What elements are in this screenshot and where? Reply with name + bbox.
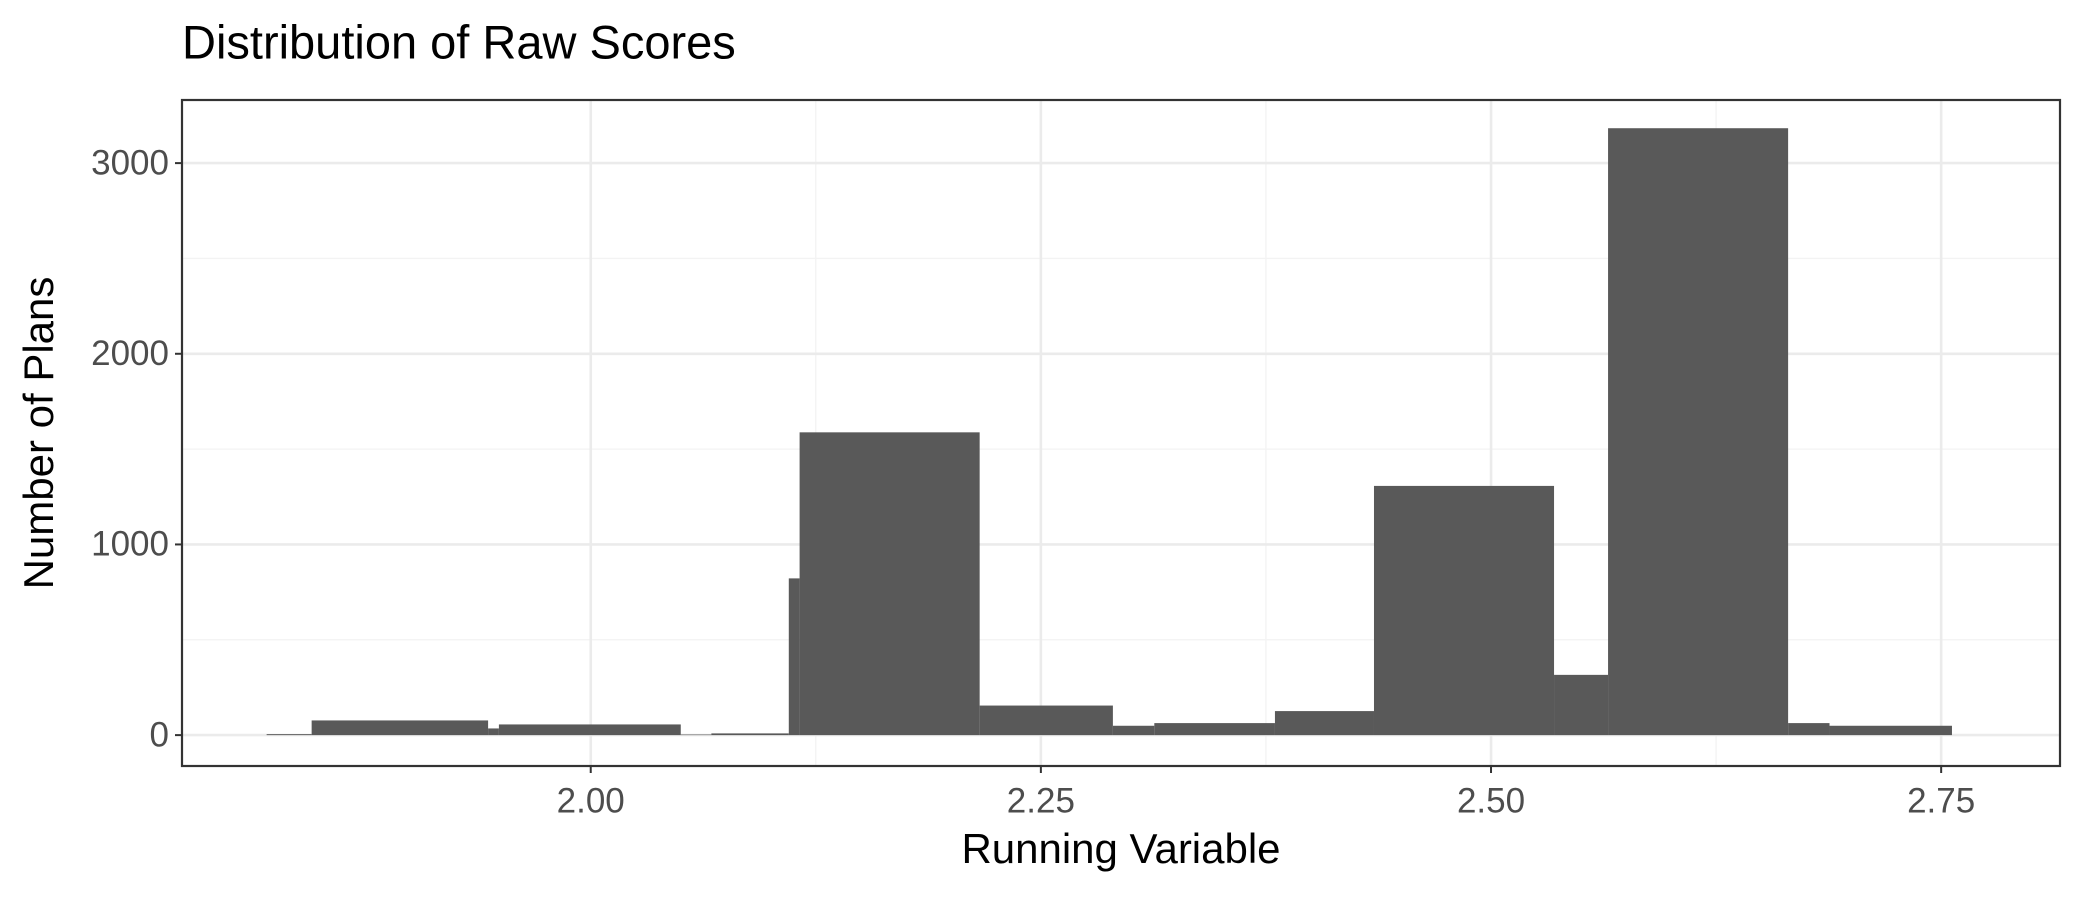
y-tick-label: 1000 <box>91 525 169 564</box>
bar <box>1829 725 1952 736</box>
y-axis-title: Number of Plans <box>15 277 62 590</box>
y-tick-label: 0 <box>150 715 169 754</box>
bar <box>1112 725 1155 736</box>
bar <box>498 724 681 736</box>
bar <box>979 705 1113 736</box>
bar <box>711 733 789 736</box>
x-tick-label: 2.50 <box>1457 781 1525 820</box>
bar <box>1154 723 1275 736</box>
bar <box>311 720 489 736</box>
bar <box>1788 723 1830 736</box>
bar <box>788 578 800 736</box>
x-tick-label: 2.00 <box>557 781 625 820</box>
bar <box>266 734 312 736</box>
x-tick-label: 2.75 <box>1907 781 1975 820</box>
bar <box>799 432 980 736</box>
x-axis-title: Running Variable <box>961 825 1280 872</box>
bar <box>1373 485 1555 736</box>
chart-title: Distribution of Raw Scores <box>182 15 736 68</box>
panel-border <box>180 98 2062 768</box>
bar <box>1554 674 1609 736</box>
y-tick-label: 2000 <box>91 334 169 373</box>
bar <box>1274 711 1374 736</box>
bar <box>1608 128 1789 736</box>
x-tick-label: 2.25 <box>1007 781 1075 820</box>
y-tick-label: 3000 <box>91 143 169 182</box>
bar <box>680 734 712 736</box>
bar <box>488 728 499 736</box>
